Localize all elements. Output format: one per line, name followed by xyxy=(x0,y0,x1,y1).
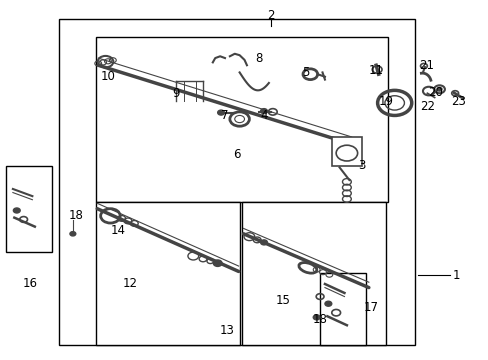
Text: 15: 15 xyxy=(276,294,290,307)
Text: 17: 17 xyxy=(363,301,378,314)
Text: 4: 4 xyxy=(260,109,267,122)
Text: 10: 10 xyxy=(101,69,115,82)
Text: 22: 22 xyxy=(420,100,434,113)
Circle shape xyxy=(436,87,441,91)
Bar xyxy=(331,137,361,166)
Bar xyxy=(5,166,52,252)
Circle shape xyxy=(213,260,222,266)
Text: 2: 2 xyxy=(267,9,275,22)
Text: 18: 18 xyxy=(312,313,327,327)
Text: 18: 18 xyxy=(69,210,83,222)
Text: 9: 9 xyxy=(172,87,180,100)
Text: 1: 1 xyxy=(452,269,459,282)
Text: 8: 8 xyxy=(255,51,262,64)
Bar xyxy=(242,202,385,345)
Text: 11: 11 xyxy=(368,64,383,77)
Bar xyxy=(59,19,414,345)
Circle shape xyxy=(13,208,20,213)
Ellipse shape xyxy=(298,262,316,273)
Text: 16: 16 xyxy=(22,278,38,291)
Text: 13: 13 xyxy=(220,324,234,337)
Bar xyxy=(96,202,239,345)
Circle shape xyxy=(70,231,76,236)
Text: 20: 20 xyxy=(427,86,442,99)
Bar xyxy=(320,273,366,345)
Circle shape xyxy=(260,240,267,245)
Text: 6: 6 xyxy=(233,148,241,161)
Bar xyxy=(96,37,387,202)
Circle shape xyxy=(313,315,320,320)
Circle shape xyxy=(217,110,224,115)
Text: 14: 14 xyxy=(110,224,125,237)
Text: 5: 5 xyxy=(301,66,308,79)
Text: 7: 7 xyxy=(221,109,228,122)
Text: 12: 12 xyxy=(122,278,137,291)
Text: 21: 21 xyxy=(419,59,433,72)
Text: 19: 19 xyxy=(378,95,393,108)
Text: 3: 3 xyxy=(357,159,365,172)
Circle shape xyxy=(325,301,331,306)
Circle shape xyxy=(260,109,267,114)
Text: 23: 23 xyxy=(451,95,466,108)
